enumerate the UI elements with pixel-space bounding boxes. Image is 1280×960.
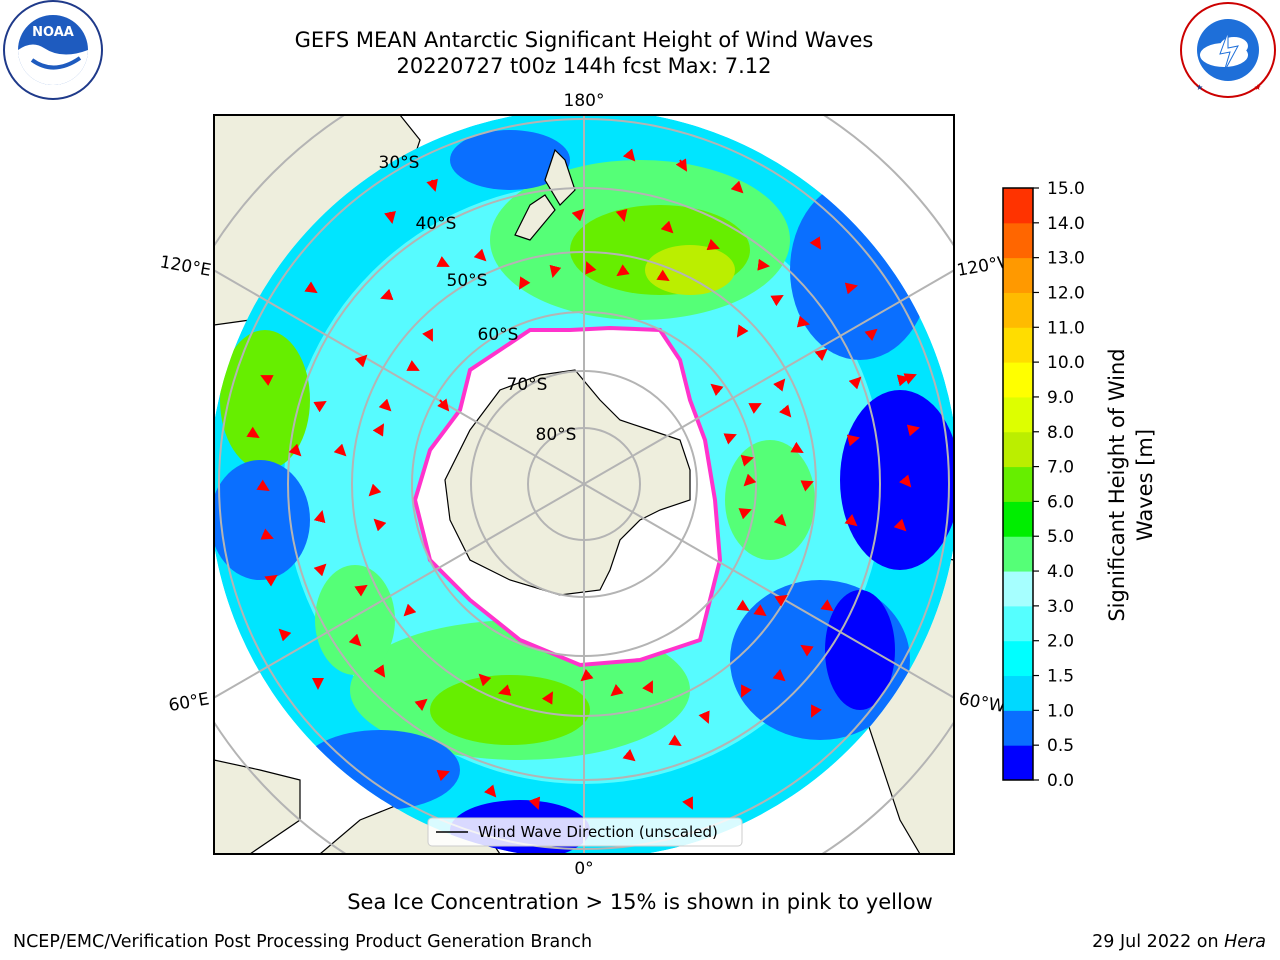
colorbar-tick-label: 14.0 [1047,214,1085,234]
lon-label-60e: 60°E [167,689,211,716]
colorbar-tick-label: 6.0 [1047,492,1074,512]
colorbar-tick-label: 2.0 [1047,632,1074,652]
colorbar-segment [1003,466,1033,502]
colorbar-tick-label: 7.0 [1047,458,1074,478]
lon-label-120e: 120°E [158,252,212,281]
colorbar-segment [1003,222,1033,259]
colorbar-segment [1003,362,1033,398]
map-legend: Wind Wave Direction (unscaled) [427,817,743,847]
lat-label-60s: 60°S [478,325,519,345]
colorbar-label-line1: Significant Height of Wind [1105,348,1129,621]
footer-branch: NCEP/EMC/Verification Post Processing Pr… [13,932,593,952]
lat-label-70s: 70°S [507,375,548,395]
meridian-lines [214,115,954,854]
sea-ice-caption: Sea Ice Concentration > 15% is shown in … [347,890,933,914]
lat-label-50s: 50°S [447,271,488,291]
nws-logo: ★ ★ [1180,2,1276,98]
colorbar-tick-label: 9.0 [1047,388,1074,408]
colorbar-tick-label: 3.0 [1047,597,1074,617]
svg-text:★: ★ [1254,83,1261,92]
colorbar-segment [1003,675,1033,711]
colorbar-segment [1003,327,1033,363]
colorbar-segment [1003,571,1033,607]
colorbar-tick-label: 11.0 [1047,318,1085,338]
footer-host: Hera [1224,932,1266,952]
colorbar-segment [1003,536,1033,572]
colorbar-tick-label: 0.0 [1047,771,1074,791]
colorbar-tick-label: 8.0 [1047,423,1074,443]
colorbar-segment [1003,396,1033,433]
latitude-labels: 30°S 40°S 50°S 60°S 70°S 80°S [379,153,577,445]
lon-label-0: 0° [574,859,593,879]
colorbar-segment [1003,257,1033,293]
map-title: GEFS MEAN Antarctic Significant Height o… [294,28,874,52]
wind-wave-arrows [246,148,920,810]
colorbar: 0.0 0.5 1.0 1.5 2.0 3.0 4.0 5.0 6.0 7.0 8.0 9.0 10.0… [1003,179,1085,791]
colorbar-segment [1003,431,1033,468]
new-zealand-land [544,148,576,206]
lat-label-30s: 30°S [379,153,420,173]
svg-text:NOAA: NOAA [32,25,74,40]
colorbar-segment [1003,292,1033,328]
colorbar-label-line2: Waves [m] [1133,429,1157,541]
colorbar-segment [1003,188,1033,224]
legend-label: Wind Wave Direction (unscaled) [478,823,718,841]
footer-date-text: 29 Jul 2022 on [1092,932,1225,952]
colorbar-tick-label: 5.0 [1047,527,1074,547]
colorbar-tick-label: 10.0 [1047,353,1085,373]
colorbar-tick-label: 15.0 [1047,179,1085,199]
map-subtitle: 20220727 t00z 144h fcst Max: 7.12 [396,54,772,78]
map-frame [213,114,955,855]
colorbar-segment [1003,640,1033,677]
colorbar-tick-label: 1.0 [1047,701,1074,721]
colorbar-frame [1002,187,1034,781]
lat-label-80s: 80°S [536,425,577,445]
new-zealand-south-land [514,194,556,241]
colorbar-tick-label: 0.5 [1047,736,1074,756]
svg-text:★: ★ [1196,83,1203,92]
colorbar-tick-label: 4.0 [1047,562,1074,582]
noaa-logo: NOAA [3,0,103,100]
colorbar-tick-label: 12.0 [1047,283,1085,303]
colorbar-tick-label: 1.5 [1047,667,1074,687]
colorbar-segment [1003,745,1033,781]
colorbar-segment [1003,605,1033,642]
colorbar-segment [1003,710,1033,746]
lon-label-60w: 60°W [957,689,1007,717]
colorbar-segment [1003,501,1033,537]
footer-date: 29 Jul 2022 on Hera [1092,932,1266,952]
lon-label-180: 180° [564,91,605,111]
colorbar-tick-label: 13.0 [1047,249,1085,269]
lat-label-40s: 40°S [416,214,457,234]
